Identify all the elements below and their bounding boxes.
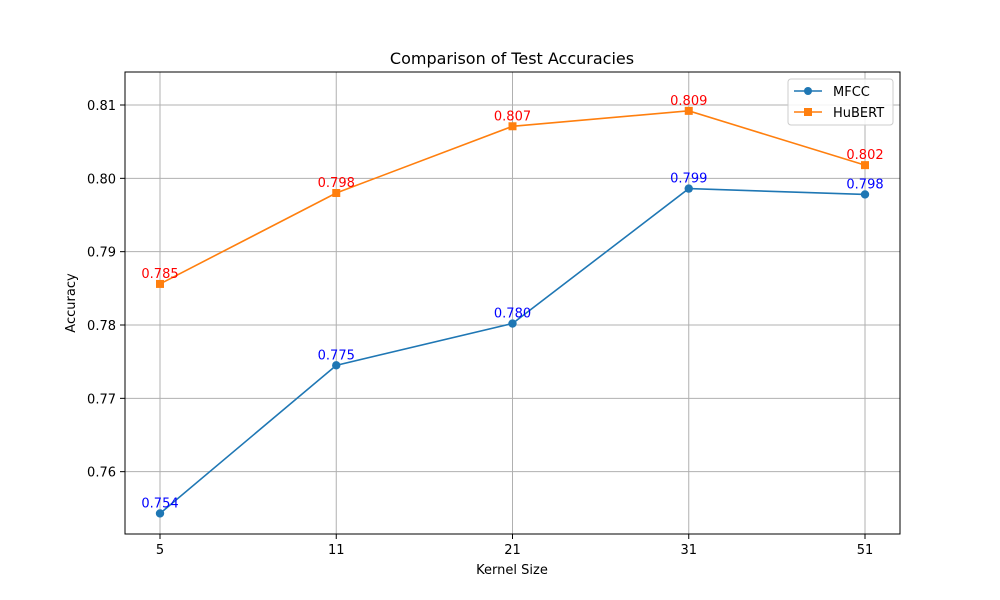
x-tick-label: 51 bbox=[857, 543, 874, 558]
legend-hubert-label: HuBERT bbox=[833, 106, 884, 121]
x-tick-label: 21 bbox=[504, 543, 521, 558]
x-tick-label: 5 bbox=[156, 543, 164, 558]
y-tick-label: 0.77 bbox=[87, 392, 116, 407]
grid bbox=[125, 72, 900, 534]
y-tick-label: 0.81 bbox=[87, 99, 116, 114]
mfcc-point bbox=[508, 319, 517, 328]
legend-mfcc-label: MFCC bbox=[833, 85, 870, 100]
mfcc-data-label: 0.754 bbox=[141, 496, 178, 511]
y-tick-label: 0.79 bbox=[87, 246, 116, 261]
x-tick-label: 31 bbox=[680, 543, 697, 558]
mfcc-point bbox=[332, 361, 341, 370]
series-layer bbox=[155, 106, 870, 518]
hubert-point bbox=[508, 122, 517, 131]
hubert-point bbox=[332, 189, 341, 197]
y-tick-label: 0.76 bbox=[87, 466, 116, 481]
hubert-data-label: 0.802 bbox=[846, 148, 883, 163]
hubert-point bbox=[684, 106, 693, 115]
mfcc-point bbox=[860, 190, 870, 199]
mfcc-data-label: 0.775 bbox=[318, 348, 355, 363]
mfcc-data-label: 0.780 bbox=[494, 307, 531, 322]
hubert-data-label: 0.809 bbox=[670, 94, 707, 109]
y-axis-ticks: 0.76 0.77 0.78 0.79 0.80 0.81 bbox=[87, 99, 125, 481]
y-axis-label: Accuracy bbox=[64, 273, 79, 333]
y-tick-label: 0.78 bbox=[87, 319, 116, 334]
mfcc-point bbox=[155, 509, 165, 518]
hubert-data-label: 0.785 bbox=[141, 267, 178, 282]
hubert-point bbox=[861, 161, 869, 170]
mfcc-data-label: 0.798 bbox=[846, 177, 883, 192]
legend: MFCC HuBERT bbox=[787, 78, 894, 126]
data-labels: 0.754 0.775 0.780 0.799 0.798 0.785 0.798 0.807… bbox=[141, 94, 883, 512]
hubert-data-label: 0.807 bbox=[494, 109, 531, 124]
mfcc-data-label: 0.799 bbox=[670, 172, 707, 187]
mfcc-point bbox=[684, 184, 693, 193]
legend-hubert-marker bbox=[804, 108, 812, 116]
legend-mfcc-marker bbox=[804, 87, 812, 95]
hubert-data-label: 0.798 bbox=[318, 176, 355, 191]
x-axis-label: Kernel Size bbox=[476, 563, 548, 578]
chart-title: Comparison of Test Accuracies bbox=[390, 49, 634, 68]
x-axis-ticks: 5 11 21 31 51 bbox=[156, 534, 873, 558]
hubert-point bbox=[156, 279, 164, 288]
y-tick-label: 0.80 bbox=[87, 172, 116, 187]
x-tick-label: 11 bbox=[328, 543, 345, 558]
